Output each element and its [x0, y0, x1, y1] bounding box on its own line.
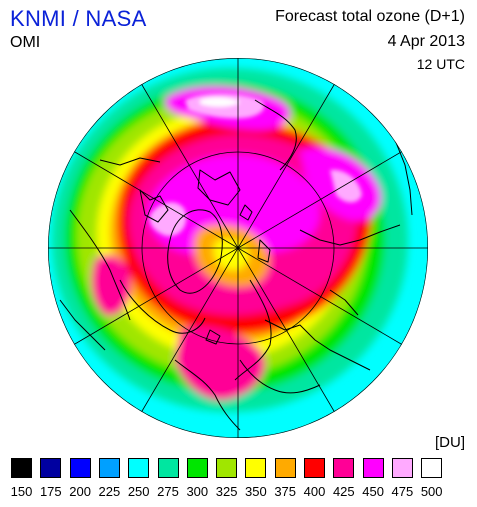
legend-tick-500: 500 [420, 484, 443, 499]
graticule [48, 58, 428, 438]
legend-tick-150: 150 [10, 484, 33, 499]
legend-tick-labels: 150 175 200 225 250 275 300 325 350 375 400 425 450 4… [0, 484, 477, 504]
legend-tick-300: 300 [186, 484, 209, 499]
legend-tick-450: 450 [362, 484, 384, 499]
legend-swatch-200 [69, 458, 91, 478]
legend-swatch-425 [333, 458, 355, 478]
legend-swatch-250 [128, 458, 150, 478]
legend-swatch-500 [421, 458, 443, 478]
legend-swatch-450 [362, 458, 384, 478]
legend-tick-350: 350 [245, 484, 267, 499]
legend-swatch-325 [216, 458, 238, 478]
legend-tick-400: 400 [303, 484, 326, 499]
product-title: Forecast total ozone (D+1) [275, 8, 465, 25]
organization-title: KNMI / NASA [10, 6, 147, 31]
legend-swatch-375 [274, 458, 296, 478]
legend-tick-325: 325 [215, 484, 238, 499]
forecast-time: 12 UTC [416, 56, 465, 72]
legend-tick-425: 425 [332, 484, 355, 499]
legend-swatch-275 [157, 458, 179, 478]
legend-swatch-400 [304, 458, 325, 478]
legend-swatch-150 [11, 458, 32, 478]
legend-swatch-350 [245, 458, 267, 478]
legend-swatch-175 [40, 458, 62, 478]
legend-swatch-225 [98, 458, 120, 478]
legend-tick-175: 175 [39, 484, 62, 499]
legend-unit: [DU] [435, 434, 465, 451]
legend-swatch-300 [186, 458, 208, 478]
legend-tick-475: 475 [391, 484, 414, 499]
legend-tick-250: 250 [127, 484, 150, 499]
forecast-date: 4 Apr 2013 [387, 33, 465, 50]
legend-colorbar [0, 458, 477, 482]
legend-tick-225: 225 [98, 484, 121, 499]
legend-tick-375: 375 [274, 484, 297, 499]
instrument-label: OMI [10, 34, 41, 51]
legend-tick-200: 200 [69, 484, 91, 499]
legend-swatch-475 [391, 458, 413, 478]
coastlines [59, 99, 413, 431]
legend-tick-275: 275 [157, 484, 179, 499]
